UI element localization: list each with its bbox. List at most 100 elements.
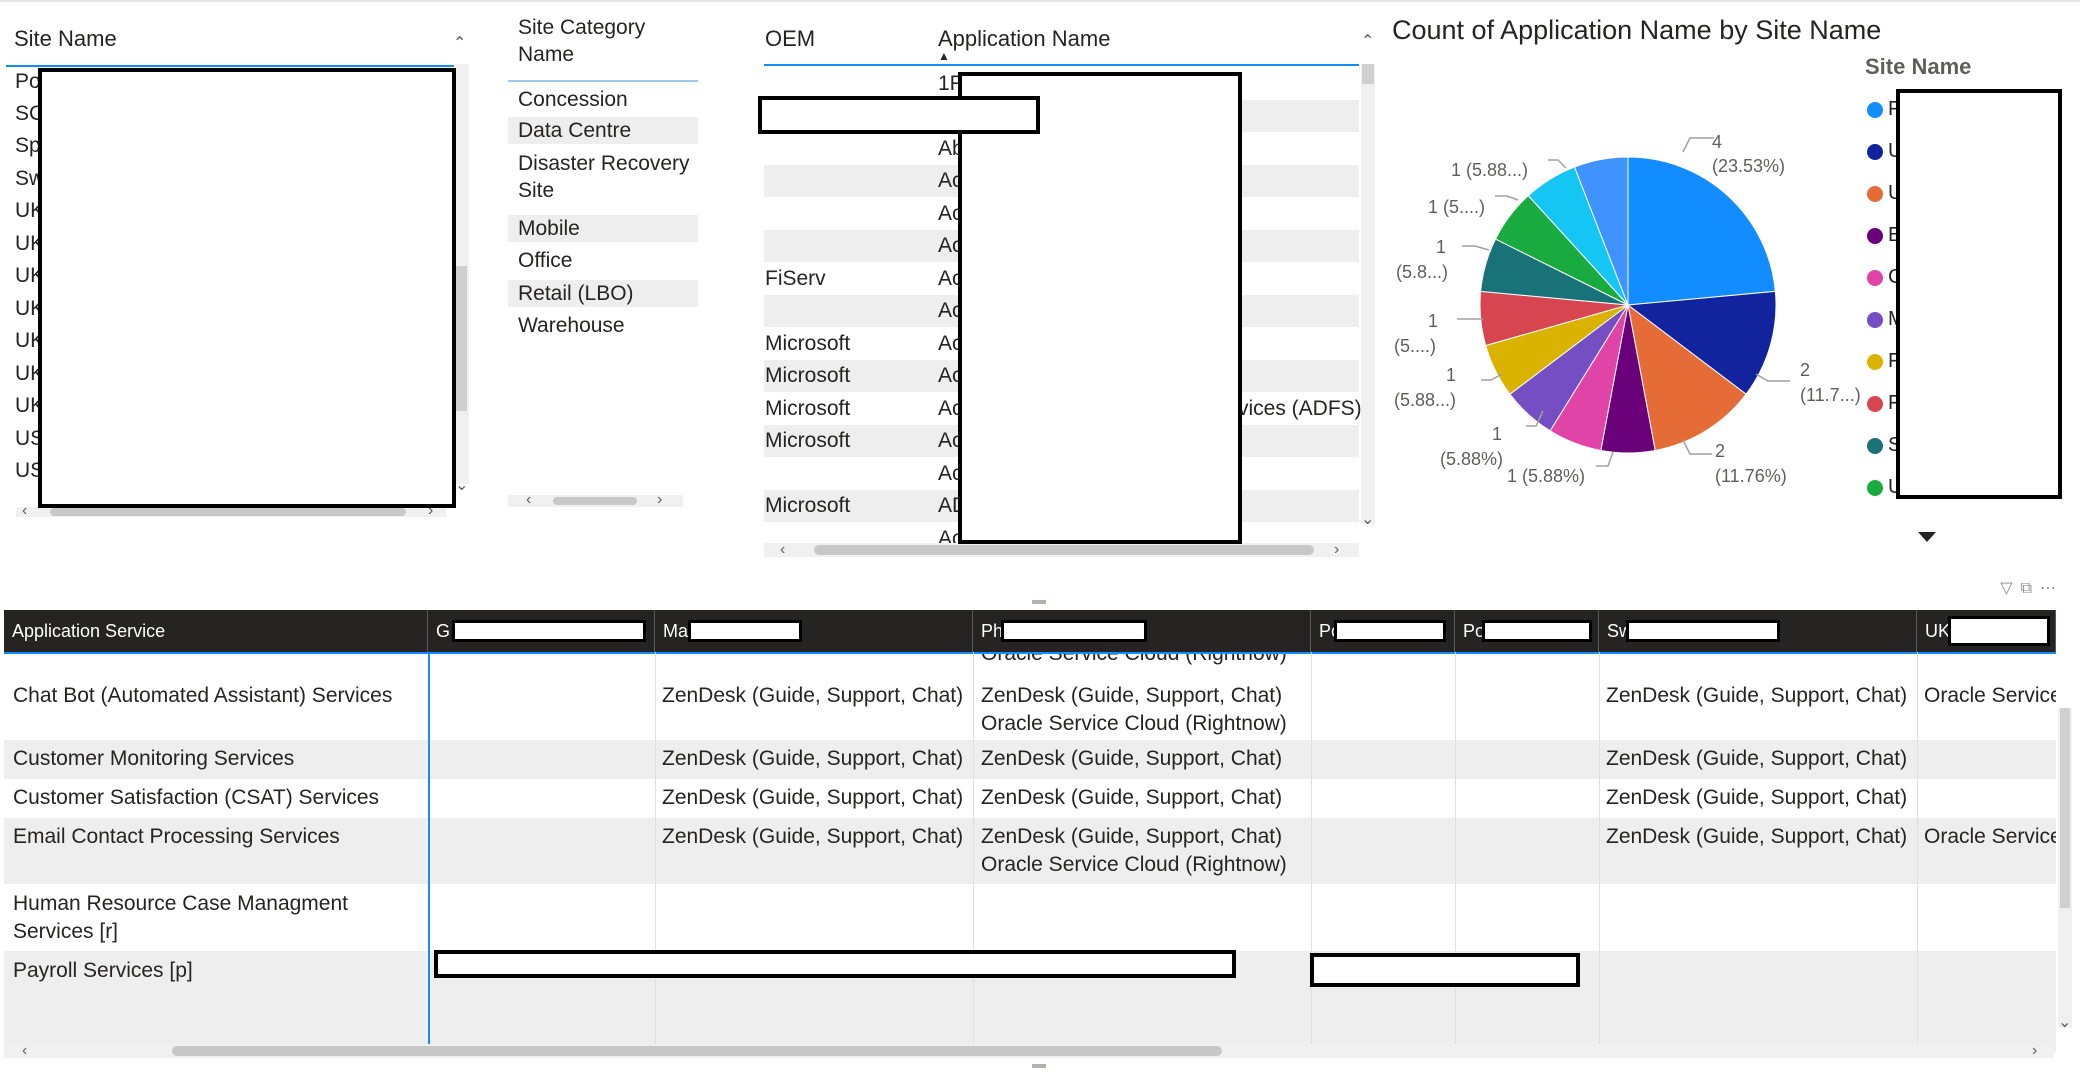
legend-marker[interactable] [1867, 270, 1883, 286]
application-service-matrix[interactable]: Application Service G Ma Ph Pc Po Sw UK … [4, 610, 2076, 1059]
scroll-left-arrow[interactable]: ‹ [526, 491, 532, 508]
legend-marker[interactable] [1867, 480, 1883, 496]
matrix-row[interactable]: Human Resource Case Managment Services [… [4, 884, 2056, 951]
category-option-disaster-recovery-site[interactable]: Disaster Recovery Site [518, 152, 690, 202]
legend-marker[interactable] [1867, 312, 1883, 328]
site-name-option[interactable]: UK [15, 297, 45, 320]
vertical-scroll-thumb[interactable] [456, 266, 467, 411]
more-options-icon[interactable]: ⋯ [2040, 580, 2064, 597]
legend-marker[interactable] [1867, 396, 1883, 412]
scroll-right-arrow[interactable]: › [657, 491, 663, 508]
category-option-warehouse[interactable]: Warehouse [518, 314, 625, 337]
horizontal-scroll-thumb[interactable] [172, 1046, 1222, 1056]
category-option-retail-lbo[interactable]: Retail (LBO) [508, 280, 698, 307]
table-row[interactable]: Ac [764, 198, 1359, 230]
scroll-down-arrow[interactable]: ⌄ [455, 477, 469, 494]
pie-slice-1[interactable] [1626, 290, 1777, 395]
matrix-row[interactable]: Customer Monitoring Services ZenDesk (Gu… [4, 740, 2056, 779]
matrix-header-site[interactable]: Ma [655, 610, 973, 652]
table-row[interactable]: Ac [764, 458, 1359, 490]
legend-scroll-down-icon[interactable] [1918, 532, 1936, 542]
scroll-up-arrow[interactable]: ⌃ [453, 35, 467, 52]
table-row[interactable]: Microsoft Ac vices (ADFS) [764, 393, 1362, 425]
table-row[interactable]: Microsoft Ac [764, 328, 1359, 360]
scroll-right-arrow[interactable]: › [428, 502, 434, 519]
site-name-option[interactable]: UK [15, 199, 45, 222]
scroll-down-arrow[interactable]: ⌄ [2058, 1014, 2072, 1031]
matrix-header-site[interactable]: UK [1917, 610, 2056, 652]
vertical-scroll-thumb[interactable] [1362, 64, 1374, 84]
category-option-data-centre[interactable]: Data Centre [508, 117, 698, 144]
legend-marker[interactable] [1867, 354, 1883, 370]
application-name-cell: Ac [938, 397, 963, 420]
table-row[interactable]: FiServ Ac [764, 263, 1359, 295]
pie-chart-visual[interactable]: Count of Application Name by Site Name S… [1380, 10, 2080, 555]
row-label: Email Contact Processing Services [13, 825, 340, 848]
site-name-option[interactable]: Po [15, 70, 41, 93]
matrix-header-site[interactable]: Ph [973, 610, 1311, 652]
site-name-option[interactable]: US [15, 459, 45, 482]
site-name-option[interactable]: US [15, 427, 45, 450]
matrix-cell: ZenDesk (Guide, Support, Chat) [981, 825, 1283, 848]
column-header-application-name[interactable]: Application Name [938, 26, 1111, 51]
sort-ascending-icon[interactable]: ▲ [938, 49, 950, 63]
scroll-left-arrow[interactable]: ‹ [22, 1042, 28, 1059]
matrix-row[interactable]: Chat Bot (Automated Assistant) Services … [4, 674, 2056, 740]
matrix-header-application-service[interactable]: Application Service [4, 610, 428, 652]
scroll-up-arrow[interactable]: ⌃ [1361, 33, 1375, 50]
site-name-option[interactable]: Sw [15, 167, 45, 190]
pie-slice-0[interactable] [1627, 156, 1776, 306]
filter-icon[interactable]: ▽ [2000, 580, 2021, 597]
site-name-option[interactable]: UK [15, 264, 45, 287]
table-row[interactable]: Ac [764, 523, 1359, 545]
site-name-option[interactable]: Sp [15, 134, 41, 157]
matrix-row[interactable]: Customer Satisfaction (CSAT) Services Ze… [4, 779, 2056, 818]
legend-marker[interactable] [1867, 438, 1883, 454]
legend-marker[interactable] [1867, 102, 1883, 118]
category-option-office[interactable]: Office [518, 249, 573, 272]
scroll-right-arrow[interactable]: › [1334, 541, 1340, 558]
scroll-down-arrow[interactable]: ⌄ [1361, 511, 1375, 528]
matrix-header-site[interactable]: Sw [1599, 610, 1917, 652]
site-name-option[interactable]: UK [15, 232, 45, 255]
pie-slice-2[interactable] [1627, 303, 1747, 452]
oem-cell: Microsoft [765, 397, 851, 420]
column-header-oem[interactable]: OEM [765, 26, 816, 51]
application-name-cell: Ac [938, 299, 963, 322]
scroll-left-arrow[interactable]: ‹ [22, 502, 28, 519]
scroll-left-arrow[interactable]: ‹ [780, 541, 786, 558]
column-separator [1917, 652, 1918, 1052]
legend-marker[interactable] [1867, 144, 1883, 160]
category-option-concession[interactable]: Concession [518, 88, 628, 111]
visual-header-icons[interactable]: ▽⧉⋯ [2000, 578, 2064, 598]
horizontal-scroll-thumb[interactable] [814, 545, 1314, 555]
matrix-header-site[interactable]: Po [1455, 610, 1599, 652]
legend-marker[interactable] [1867, 186, 1883, 202]
pie-chart-svg[interactable] [1380, 10, 1940, 555]
site-name-option[interactable]: SC [15, 102, 45, 125]
site-name-slicer[interactable]: Site Name ⌃ ⌄ Po SC Sp Sw UK UK UK UK UK… [6, 16, 472, 521]
site-name-option[interactable]: UK [15, 329, 45, 352]
legend-marker[interactable] [1867, 228, 1883, 244]
site-category-slicer[interactable]: Site Category Name Concession Data Centr… [508, 12, 703, 512]
redaction-box [1948, 616, 2050, 646]
site-name-option[interactable]: UK [15, 362, 45, 385]
table-row[interactable]: Ab [764, 133, 1359, 165]
table-row[interactable]: 1F [764, 68, 1359, 100]
site-name-option[interactable]: UK [15, 394, 45, 417]
horizontal-scroll-thumb[interactable] [50, 508, 406, 516]
redaction-box [958, 72, 1242, 544]
horizontal-scroll-thumb[interactable] [553, 497, 637, 505]
pie-slice-11[interactable] [1573, 156, 1629, 306]
vertical-scroll-thumb[interactable] [2060, 708, 2070, 908]
slice-label-percent: (23.53%) [1712, 156, 1785, 176]
redaction-box [434, 950, 1236, 978]
resize-handle[interactable] [1032, 600, 1046, 604]
matrix-row[interactable]: Email Contact Processing Services ZenDes… [4, 818, 2056, 884]
resize-handle[interactable] [1032, 1064, 1046, 1068]
category-option-mobile[interactable]: Mobile [508, 215, 698, 242]
focus-mode-icon[interactable]: ⧉ [2020, 580, 2040, 597]
matrix-header-site[interactable]: G [428, 610, 655, 652]
vertical-scrollbar[interactable] [1361, 64, 1375, 524]
scroll-right-arrow[interactable]: › [2032, 1042, 2038, 1059]
